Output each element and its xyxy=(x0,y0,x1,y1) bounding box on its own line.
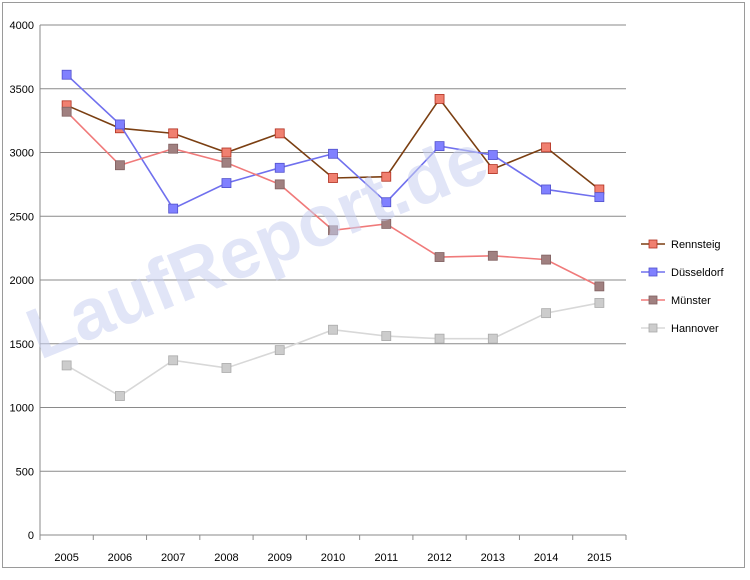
x-tick-label: 2009 xyxy=(267,552,291,564)
data-point xyxy=(541,254,551,265)
data-point xyxy=(115,119,125,130)
legend-label: Rennsteig xyxy=(671,239,721,251)
data-point xyxy=(381,171,392,182)
data-point xyxy=(168,128,179,139)
data-point xyxy=(274,128,285,139)
y-tick-label: 2500 xyxy=(10,211,34,223)
x-tick-label: 2013 xyxy=(481,552,505,564)
data-point xyxy=(328,324,338,335)
data-point xyxy=(594,281,605,292)
data-point xyxy=(487,164,498,174)
y-tick-label: 4000 xyxy=(10,20,34,32)
legend-label: Münster xyxy=(671,295,711,307)
x-tick-label: 2015 xyxy=(587,552,611,564)
legend-label: Düsseldorf xyxy=(671,267,725,279)
data-point xyxy=(434,94,445,104)
watermark-text: LaufReport.de xyxy=(16,118,498,375)
data-point xyxy=(541,142,551,153)
data-point xyxy=(168,143,179,154)
data-point xyxy=(434,252,445,262)
data-point xyxy=(274,345,285,356)
legend-marker xyxy=(648,239,658,249)
data-point xyxy=(221,157,232,168)
data-point xyxy=(61,106,72,117)
x-tick-label: 2007 xyxy=(161,552,185,564)
data-point xyxy=(487,333,498,344)
y-tick-label: 500 xyxy=(16,466,34,478)
data-point xyxy=(541,308,551,319)
data-point xyxy=(381,218,392,229)
x-tick-label: 2012 xyxy=(427,552,451,564)
x-tick-label: 2005 xyxy=(54,552,78,564)
legend-item: Düsseldorf xyxy=(641,267,725,279)
data-point xyxy=(594,192,605,203)
y-tick-label: 3000 xyxy=(10,148,34,160)
data-point xyxy=(487,150,498,160)
data-point xyxy=(381,197,392,208)
data-point xyxy=(168,355,179,366)
data-point xyxy=(274,179,285,190)
data-point xyxy=(487,250,498,261)
data-point xyxy=(168,203,179,214)
legend-label: Hannover xyxy=(671,323,719,335)
legend-marker xyxy=(648,295,658,305)
legend: Rennsteig Düsseldorf Münster Hannover xyxy=(641,239,725,335)
x-tick-label: 2008 xyxy=(214,552,238,564)
y-tick-label: 0 xyxy=(28,530,34,542)
series-m-nster xyxy=(61,106,605,292)
y-tick-label: 2000 xyxy=(10,275,34,287)
data-point xyxy=(434,333,445,344)
data-point xyxy=(221,147,232,158)
data-point xyxy=(541,184,551,195)
x-tick-label: 2014 xyxy=(534,552,558,564)
legend-marker xyxy=(648,323,658,333)
axes: 0 500 1000 1500 2000 2500 3000 3500 4000 2005 2006… xyxy=(10,20,627,564)
data-point xyxy=(61,69,72,80)
series xyxy=(61,69,605,401)
data-point xyxy=(221,178,232,189)
data-point xyxy=(115,160,125,171)
chart-frame xyxy=(2,2,745,568)
data-point xyxy=(115,391,125,401)
series-d-sseldorf xyxy=(61,69,605,214)
y-tick-label: 1500 xyxy=(10,339,34,351)
x-tick-label: 2006 xyxy=(108,552,132,564)
legend-item: Münster xyxy=(641,295,711,307)
data-point xyxy=(221,363,232,373)
data-point xyxy=(594,298,605,308)
data-point xyxy=(434,141,445,152)
y-tick-label: 1000 xyxy=(10,403,34,415)
y-tick-label: 3500 xyxy=(10,84,34,96)
x-tick-label: 2010 xyxy=(321,552,345,564)
data-point xyxy=(381,331,392,342)
legend-item: Rennsteig xyxy=(641,239,721,251)
data-point xyxy=(328,173,338,183)
legend-item: Hannover xyxy=(641,323,719,335)
data-point xyxy=(61,360,72,371)
data-point xyxy=(274,162,285,173)
x-tick-label: 2011 xyxy=(374,552,398,564)
data-point xyxy=(328,225,338,236)
data-point xyxy=(328,148,338,159)
legend-marker xyxy=(648,267,658,277)
series-hannover xyxy=(61,298,605,401)
